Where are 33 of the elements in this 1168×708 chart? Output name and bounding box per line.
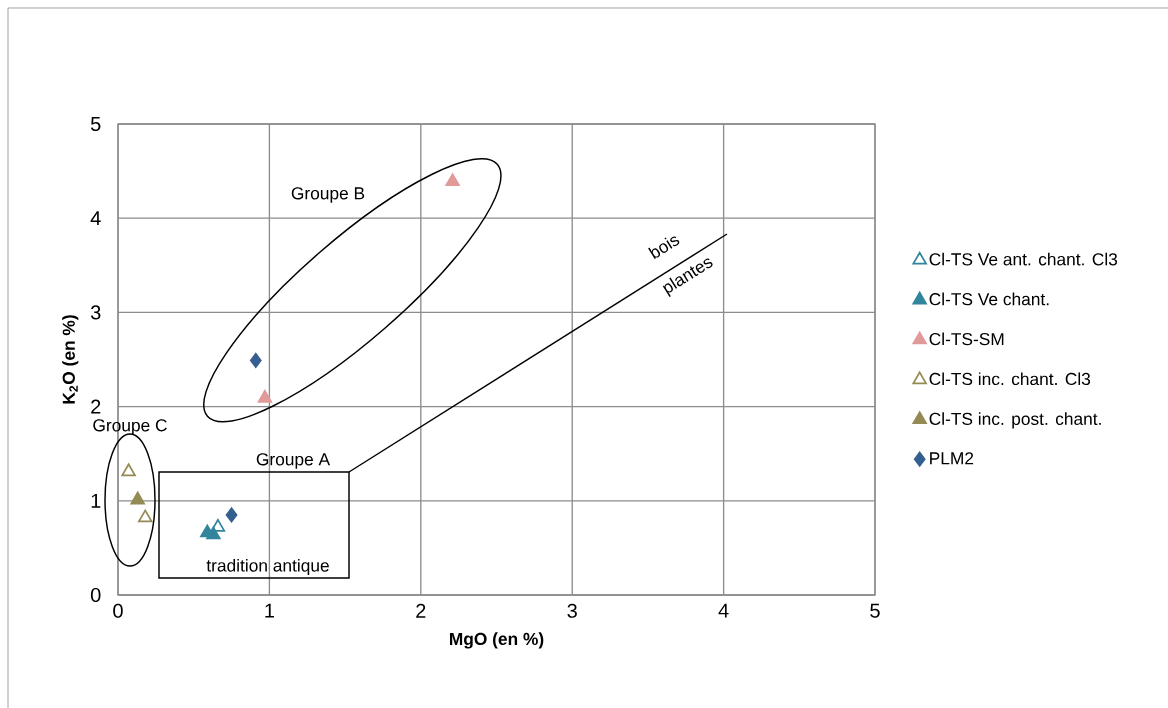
point <box>206 526 221 540</box>
y-tick-label: 4 <box>90 211 101 226</box>
x-tick-label: 1 <box>265 603 274 618</box>
legend-label: Cl-TS Ve ant. chant. Cl3 <box>929 252 1118 266</box>
legend-label: Cl-TS inc. post. chant. <box>929 412 1101 429</box>
y-tick-label: 1 <box>91 493 101 508</box>
x-tick-label: 4 <box>718 603 729 618</box>
point <box>225 507 238 523</box>
x-tick-label: 2 <box>416 603 426 618</box>
annotation: Groupe A <box>256 453 331 469</box>
x-tick-label: 3 <box>567 603 577 618</box>
legend-label: PLM2 <box>930 452 974 465</box>
y-tick-label: 2 <box>91 399 101 414</box>
point <box>138 509 153 523</box>
y-tick-label: 0 <box>90 587 101 603</box>
x-axis-title: MgO (en %) <box>449 632 544 649</box>
y-tick-label: 3 <box>90 305 101 320</box>
legend-label: Cl-TS Ve chant. <box>929 292 1049 306</box>
y-axis-title: K$_{2}$O (en %) <box>62 315 79 404</box>
annotation: Groupe B <box>291 187 365 203</box>
point <box>257 389 273 403</box>
point <box>249 352 262 368</box>
y-tick-label: 5 <box>90 117 101 131</box>
x-tick-label: 0 <box>113 603 123 618</box>
point <box>130 491 145 505</box>
annotation: tradition antique <box>206 558 329 576</box>
x-tick-label: 5 <box>870 603 880 618</box>
annotation: bois <box>648 236 680 260</box>
point <box>445 173 460 186</box>
legend-label: Cl-TS inc. chant. Cl3 <box>929 372 1091 386</box>
legend-label: Cl-TS-SM <box>929 332 1004 346</box>
point <box>121 463 136 477</box>
annotation: Groupe C <box>93 419 167 435</box>
